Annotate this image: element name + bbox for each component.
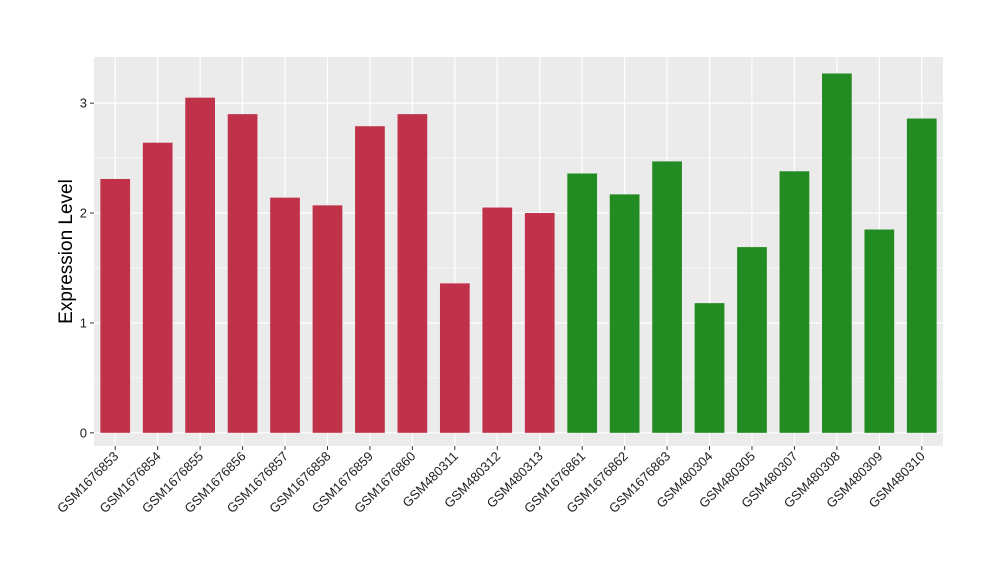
bar-GSM1676857 bbox=[270, 197, 300, 433]
bar-GSM1676859 bbox=[355, 126, 385, 433]
bars bbox=[100, 73, 937, 433]
bar-GSM1676854 bbox=[142, 142, 173, 433]
bar-GSM480312 bbox=[482, 207, 513, 433]
bar-GSM480308 bbox=[822, 73, 852, 433]
bar-GSM1676862 bbox=[609, 194, 640, 433]
bar-GSM480311 bbox=[439, 283, 470, 433]
bar-GSM480313 bbox=[524, 213, 555, 433]
bar-GSM1676856 bbox=[227, 114, 258, 433]
bar-GSM1676863 bbox=[652, 161, 682, 433]
y-tick-label: 2 bbox=[80, 206, 87, 221]
y-tick-label: 3 bbox=[80, 96, 87, 111]
plot-panel bbox=[94, 57, 943, 446]
bar-GSM1676855 bbox=[185, 97, 215, 433]
bar-GSM1676861 bbox=[567, 173, 598, 433]
bar-GSM1676853 bbox=[100, 178, 131, 433]
bar-GSM480305 bbox=[737, 247, 767, 433]
bar-GSM480307 bbox=[779, 171, 810, 433]
y-tick-label: 1 bbox=[80, 315, 87, 330]
bar-GSM480309 bbox=[864, 229, 895, 433]
bar-GSM1676860 bbox=[397, 114, 428, 433]
bar-GSM480304 bbox=[694, 303, 725, 433]
y-tick-label: 0 bbox=[80, 425, 87, 440]
bar-GSM480310 bbox=[906, 118, 937, 433]
bar-GSM1676858 bbox=[312, 205, 343, 433]
y-axis-title: Expression Level bbox=[56, 179, 77, 324]
